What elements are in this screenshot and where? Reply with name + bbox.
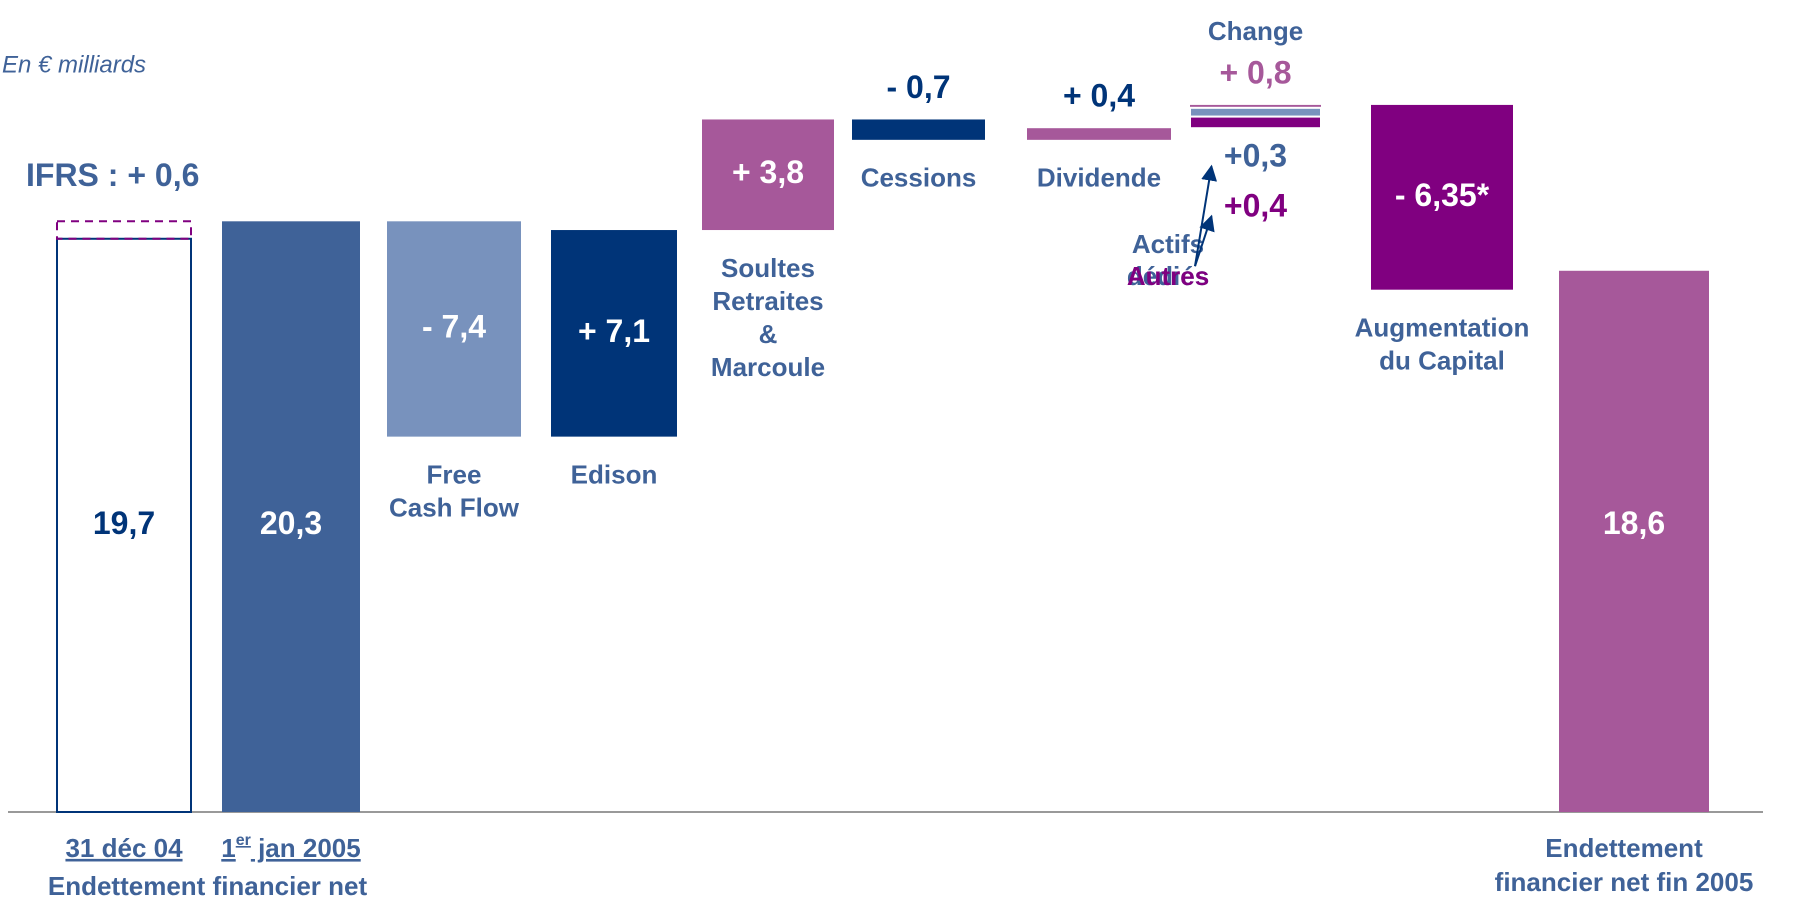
- start-caption: Endettement financier net: [48, 871, 368, 901]
- value-label: 18,6: [1603, 505, 1665, 541]
- category-label: Free: [427, 460, 482, 490]
- start-bar: [56, 237, 192, 814]
- category-label: Retraites: [712, 286, 823, 316]
- category-label: Augmentation: [1355, 313, 1530, 343]
- component-value-label: +0,3: [1224, 138, 1287, 174]
- ifrs-bar: [56, 220, 192, 240]
- step-bar: [387, 221, 521, 437]
- category-label: &: [759, 319, 778, 349]
- value-label: - 7,4: [422, 308, 486, 344]
- component-name: Autres: [1127, 261, 1209, 291]
- component-bar: [1189, 115, 1322, 130]
- end-bar: [1559, 270, 1709, 812]
- value-label: + 7,1: [578, 313, 650, 349]
- component-arrow: [1194, 214, 1215, 267]
- category-label: Cessions: [861, 163, 977, 193]
- step-bar: [702, 119, 834, 231]
- end-caption: Endettement: [1545, 833, 1703, 863]
- category-label: Soultes: [721, 253, 815, 283]
- value-label: 20,3: [260, 505, 322, 541]
- value-label: + 0,4: [1063, 78, 1135, 114]
- date-label: 31 déc 04: [65, 833, 183, 863]
- category-label: du Capital: [1379, 346, 1505, 376]
- value-label: + 3,8: [732, 154, 804, 190]
- component-bar: [1189, 106, 1322, 118]
- step-bar: [852, 119, 985, 140]
- date-part: er: [236, 832, 251, 849]
- subtitle: En € milliards: [2, 51, 146, 78]
- date-label: 1er jan 2005: [221, 832, 360, 863]
- category-label: Cash Flow: [389, 493, 520, 523]
- step-bar: [1371, 104, 1513, 290]
- value-label: - 6,35*: [1395, 177, 1490, 213]
- component-name: Actifs: [1132, 229, 1204, 259]
- end-caption: financier net fin 2005: [1495, 867, 1754, 897]
- date-part: jan 2005: [251, 833, 361, 863]
- component-value-label: +0,4: [1224, 188, 1287, 224]
- category-label: Dividende: [1037, 163, 1161, 193]
- value-label: + 0,8: [1219, 54, 1291, 90]
- date-part: 1: [221, 833, 235, 863]
- opening-bar: [222, 221, 360, 812]
- category-label: Marcoule: [711, 352, 825, 382]
- value-label: - 0,7: [886, 69, 950, 105]
- category-label: Edison: [571, 460, 658, 490]
- value-label: 19,7: [93, 505, 155, 541]
- ifrs-label: IFRS : + 0,6: [26, 157, 199, 193]
- category-label: Change: [1208, 16, 1303, 46]
- step-bar: [551, 230, 677, 437]
- step-bar: [1027, 128, 1171, 140]
